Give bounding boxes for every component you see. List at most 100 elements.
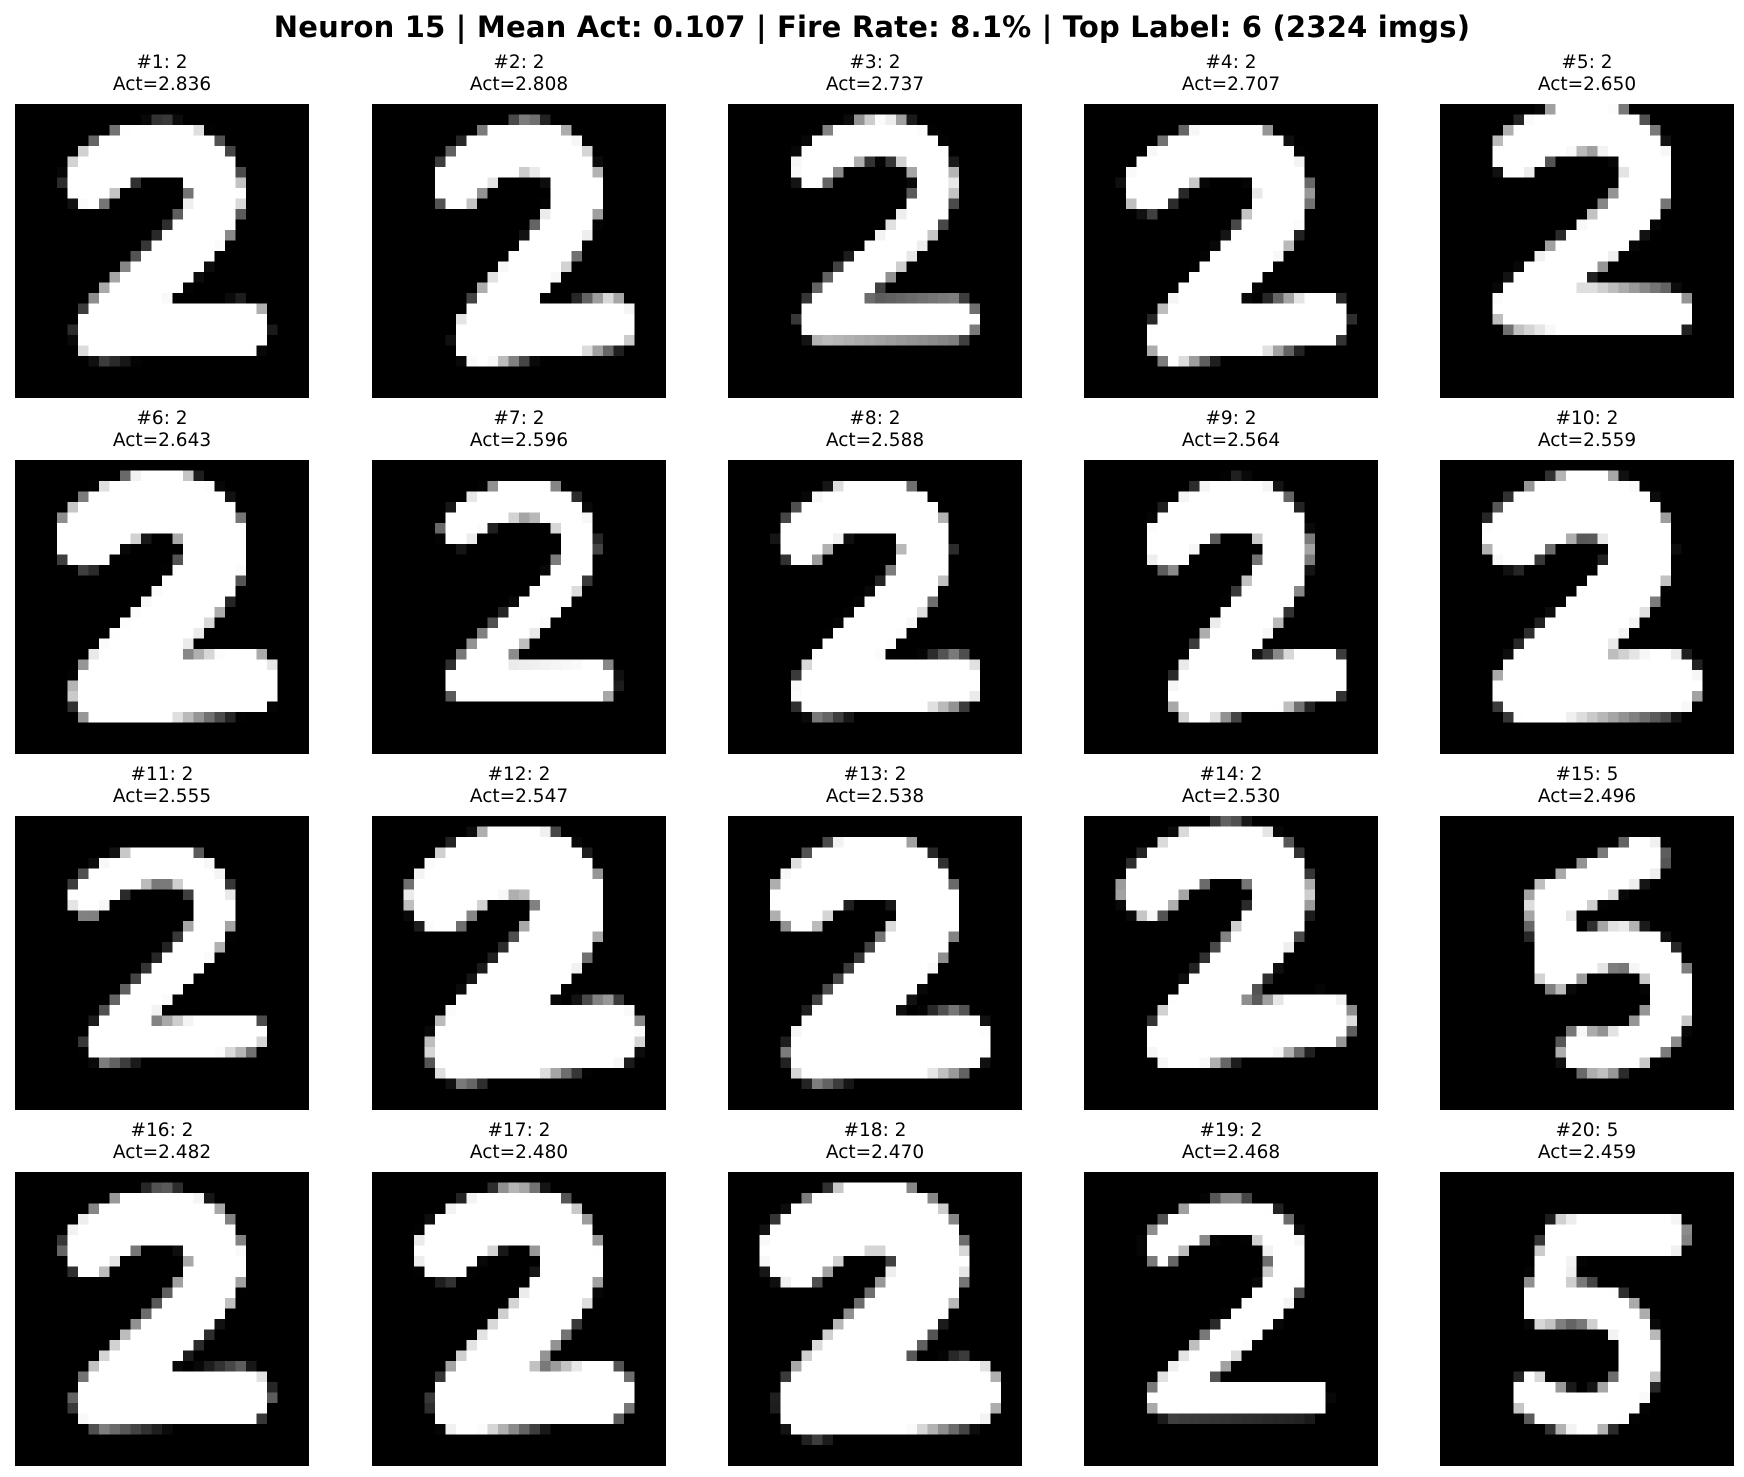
panel-title: #14: 2 Act=2.530 bbox=[1084, 764, 1378, 808]
digit-image bbox=[1440, 460, 1734, 754]
panel-rank-label: #17: 2 bbox=[487, 1120, 551, 1141]
panel-rank-label: #2: 2 bbox=[493, 52, 545, 73]
digit-pixels bbox=[1440, 1172, 1734, 1466]
panel-rank-label: #19: 2 bbox=[1199, 1120, 1263, 1141]
panel-rank-label: #20: 5 bbox=[1555, 1120, 1619, 1141]
digit-pixels bbox=[372, 104, 666, 398]
panel-activation-label: Act=2.482 bbox=[112, 1142, 212, 1163]
digit-pixels bbox=[728, 104, 1022, 398]
digit-image bbox=[728, 460, 1022, 754]
digit-pixels bbox=[728, 1172, 1022, 1466]
panel-rank-label: #8: 2 bbox=[849, 408, 901, 429]
digit-image bbox=[372, 460, 666, 754]
digit-image bbox=[15, 816, 309, 1110]
digit-image bbox=[1084, 1172, 1378, 1466]
panel-rank-label: #7: 2 bbox=[493, 408, 545, 429]
digit-image bbox=[15, 1172, 309, 1466]
panel-rank-label: #14: 2 bbox=[1199, 764, 1263, 785]
digit-pixels bbox=[728, 460, 1022, 754]
panel-rank-label: #18: 2 bbox=[843, 1120, 907, 1141]
digit-pixels bbox=[372, 816, 666, 1110]
panel-activation-label: Act=2.564 bbox=[1181, 430, 1281, 451]
panel-title: #1: 2 Act=2.836 bbox=[15, 52, 309, 96]
digit-image bbox=[15, 460, 309, 754]
panel-activation-label: Act=2.588 bbox=[825, 430, 925, 451]
digit-pixels bbox=[372, 460, 666, 754]
panel-activation-label: Act=2.496 bbox=[1537, 786, 1637, 807]
digit-pixels bbox=[1084, 1172, 1378, 1466]
panel-title: #18: 2 Act=2.470 bbox=[728, 1120, 1022, 1164]
panel-rank-label: #3: 2 bbox=[849, 52, 901, 73]
digit-image bbox=[1084, 104, 1378, 398]
digit-image bbox=[1440, 104, 1734, 398]
panel-title: #12: 2 Act=2.547 bbox=[372, 764, 666, 808]
panel-title: #4: 2 Act=2.707 bbox=[1084, 52, 1378, 96]
panel-title: #9: 2 Act=2.564 bbox=[1084, 408, 1378, 452]
digit-image bbox=[372, 1172, 666, 1466]
panel-activation-label: Act=2.737 bbox=[825, 74, 925, 95]
panel-title: #13: 2 Act=2.538 bbox=[728, 764, 1022, 808]
panel-title: #5: 2 Act=2.650 bbox=[1440, 52, 1734, 96]
panel-activation-label: Act=2.643 bbox=[112, 430, 212, 451]
panel-title: #17: 2 Act=2.480 bbox=[372, 1120, 666, 1164]
panel-title: #3: 2 Act=2.737 bbox=[728, 52, 1022, 96]
digit-pixels bbox=[1084, 104, 1378, 398]
digit-pixels bbox=[1440, 816, 1734, 1110]
panel-title: #15: 5 Act=2.496 bbox=[1440, 764, 1734, 808]
panel-title: #7: 2 Act=2.596 bbox=[372, 408, 666, 452]
panel-activation-label: Act=2.650 bbox=[1537, 74, 1637, 95]
panel-rank-label: #16: 2 bbox=[130, 1120, 194, 1141]
panel-activation-label: Act=2.836 bbox=[112, 74, 212, 95]
panel-rank-label: #9: 2 bbox=[1205, 408, 1257, 429]
panel-activation-label: Act=2.538 bbox=[825, 786, 925, 807]
panel-rank-label: #4: 2 bbox=[1205, 52, 1257, 73]
panel-rank-label: #1: 2 bbox=[136, 52, 188, 73]
panel-rank-label: #12: 2 bbox=[487, 764, 551, 785]
digit-pixels bbox=[15, 460, 309, 754]
panel-title: #11: 2 Act=2.555 bbox=[15, 764, 309, 808]
digit-pixels bbox=[15, 104, 309, 398]
panel-rank-label: #5: 2 bbox=[1561, 52, 1613, 73]
panel-activation-label: Act=2.555 bbox=[112, 786, 212, 807]
digit-image bbox=[15, 104, 309, 398]
digit-image bbox=[1440, 816, 1734, 1110]
panel-activation-label: Act=2.707 bbox=[1181, 74, 1281, 95]
digit-pixels bbox=[1440, 104, 1734, 398]
figure-title: Neuron 15 | Mean Act: 0.107 | Fire Rate:… bbox=[273, 10, 1471, 44]
panel-rank-label: #15: 5 bbox=[1555, 764, 1619, 785]
panel-activation-label: Act=2.808 bbox=[469, 74, 569, 95]
digit-image bbox=[372, 816, 666, 1110]
panel-title: #16: 2 Act=2.482 bbox=[15, 1120, 309, 1164]
panel-title: #10: 2 Act=2.559 bbox=[1440, 408, 1734, 452]
panel-activation-label: Act=2.596 bbox=[469, 430, 569, 451]
digit-pixels bbox=[1084, 816, 1378, 1110]
digit-image bbox=[1440, 1172, 1734, 1466]
panel-activation-label: Act=2.530 bbox=[1181, 786, 1281, 807]
digit-image bbox=[1084, 460, 1378, 754]
digit-pixels bbox=[1084, 460, 1378, 754]
digit-pixels bbox=[15, 1172, 309, 1466]
panel-rank-label: #11: 2 bbox=[130, 764, 194, 785]
panel-rank-label: #6: 2 bbox=[136, 408, 188, 429]
panel-title: #6: 2 Act=2.643 bbox=[15, 408, 309, 452]
digit-image bbox=[1084, 816, 1378, 1110]
digit-pixels bbox=[1440, 460, 1734, 754]
panel-title: #19: 2 Act=2.468 bbox=[1084, 1120, 1378, 1164]
panel-activation-label: Act=2.480 bbox=[469, 1142, 569, 1163]
digit-image bbox=[728, 816, 1022, 1110]
panel-title: #20: 5 Act=2.459 bbox=[1440, 1120, 1734, 1164]
digit-image bbox=[372, 104, 666, 398]
panel-activation-label: Act=2.559 bbox=[1537, 430, 1637, 451]
panel-title: #8: 2 Act=2.588 bbox=[728, 408, 1022, 452]
digit-image bbox=[728, 1172, 1022, 1466]
panel-title: #2: 2 Act=2.808 bbox=[372, 52, 666, 96]
panel-activation-label: Act=2.459 bbox=[1537, 1142, 1637, 1163]
panel-activation-label: Act=2.468 bbox=[1181, 1142, 1281, 1163]
panel-rank-label: #10: 2 bbox=[1555, 408, 1619, 429]
digit-pixels bbox=[728, 816, 1022, 1110]
panel-activation-label: Act=2.547 bbox=[469, 786, 569, 807]
panel-rank-label: #13: 2 bbox=[843, 764, 907, 785]
digit-pixels bbox=[372, 1172, 666, 1466]
panel-activation-label: Act=2.470 bbox=[825, 1142, 925, 1163]
